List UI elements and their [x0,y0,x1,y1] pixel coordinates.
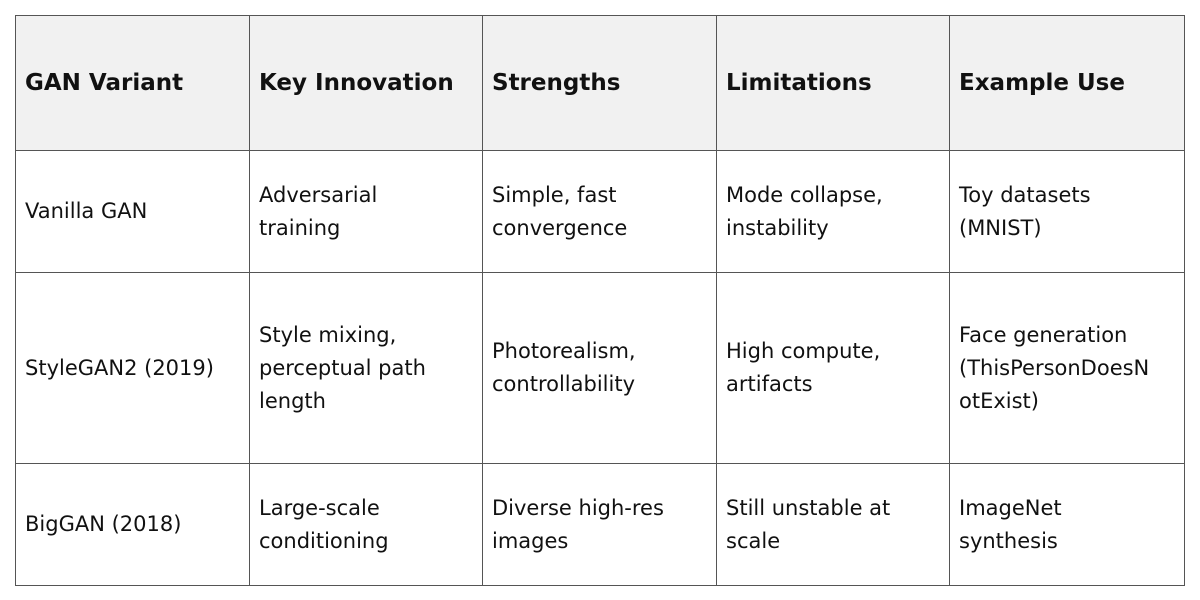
table-row: StyleGAN2 (2019) Style mixing, perceptual … [15,272,1185,464]
cell-strengths: Diverse high-res images [482,463,717,586]
header-innovation: Key Innovation [249,15,483,151]
cell-text-line: length [259,388,326,413]
cell-variant: BigGAN (2018) [15,463,250,586]
cell-limitations: Still unstable at scale [716,463,950,586]
cell-text-line: StyleGAN2 (2019) [25,355,214,380]
table-row: Vanilla GAN Adversarial training Simple, fa… [15,150,1185,273]
cell-text-line: ImageNet [959,495,1062,520]
cell-text-line: training [259,215,341,240]
table-row: BigGAN (2018) Large-scale conditioning Dive… [15,463,1185,586]
header-example: Example Use [949,15,1185,151]
cell-text-line: (ThisPersonDoesN [959,355,1150,380]
header-row: GAN Variant Key Innovation Strengths Limita… [15,15,1185,151]
cell-text-line: Adversarial [259,182,378,207]
cell-variant: Vanilla GAN [15,150,250,273]
cell-text-line: perceptual path [259,355,426,380]
cell-text-line: Diverse high-res [492,495,664,520]
cell-text-line: otExist) [959,388,1039,413]
cell-text-line: Vanilla GAN [25,199,148,223]
cell-text-line: conditioning [259,528,389,553]
cell-text-line: Still unstable at [726,495,891,520]
cell-example: Face generation (ThisPersonDoesN otExist) [949,272,1185,464]
cell-text-line: Simple, fast [492,182,617,207]
cell-text-line: artifacts [726,372,813,396]
cell-text-line: BigGAN (2018) [25,512,182,536]
header-strengths: Strengths [482,15,717,151]
cell-text-line: Mode collapse, [726,182,883,207]
cell-text-line: scale [726,528,781,553]
cell-limitations: Mode collapse, instability [716,150,950,273]
cell-limitations: High compute, artifacts [716,272,950,464]
cell-text-line: Style mixing, [259,322,397,347]
cell-innovation: Adversarial training [249,150,483,273]
gan-comparison-table: GAN Variant Key Innovation Strengths Limita… [15,15,1185,586]
cell-strengths: Photorealism, controllability [482,272,717,464]
cell-text-line: (MNIST) [959,215,1042,240]
header-limitations: Limitations [716,15,950,151]
cell-text-line: High compute, [726,339,881,363]
cell-innovation: Large-scale conditioning [249,463,483,586]
cell-text-line: Photorealism, [492,339,636,363]
cell-text-line: images [492,528,569,553]
cell-variant: StyleGAN2 (2019) [15,272,250,464]
cell-text-line: Face generation [959,322,1128,347]
cell-text-line: Toy datasets [959,182,1091,207]
cell-text-line: synthesis [959,528,1058,553]
cell-example: Toy datasets (MNIST) [949,150,1185,273]
cell-innovation: Style mixing, perceptual path length [249,272,483,464]
cell-text-line: convergence [492,215,628,240]
header-variant: GAN Variant [15,15,250,151]
cell-text-line: controllability [492,372,635,396]
cell-strengths: Simple, fast convergence [482,150,717,273]
cell-example: ImageNet synthesis [949,463,1185,586]
cell-text-line: Large-scale [259,495,380,520]
cell-text-line: instability [726,215,829,240]
